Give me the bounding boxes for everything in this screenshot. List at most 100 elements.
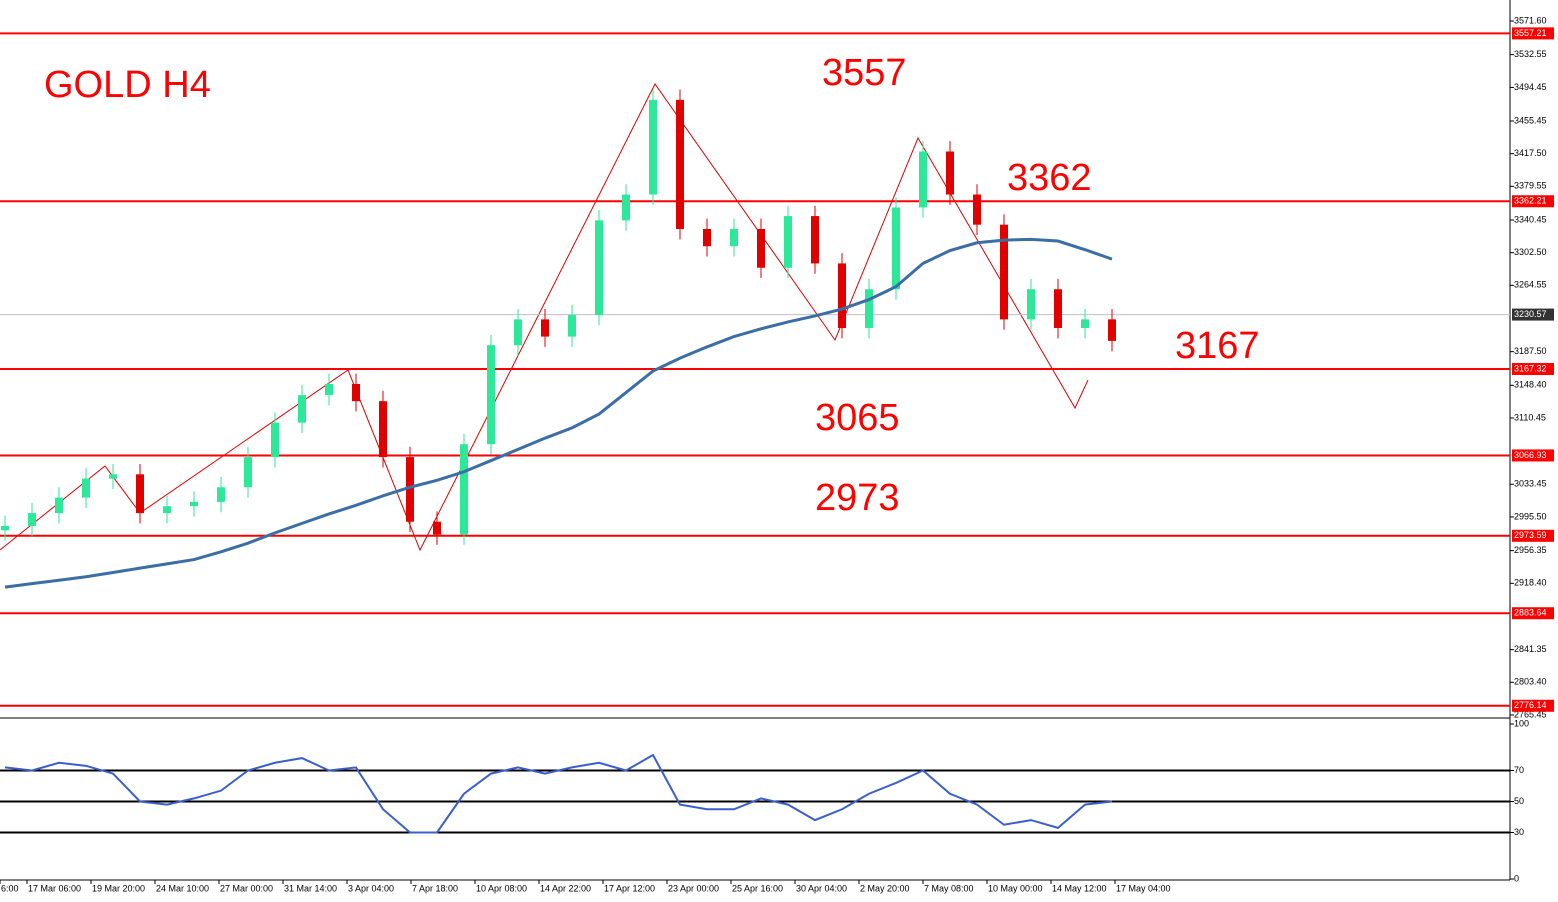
candle-body xyxy=(244,457,252,488)
candle-body xyxy=(325,383,333,396)
y-tick-label: 2995.50 xyxy=(1514,511,1547,521)
candle-body xyxy=(865,289,873,328)
x-tick-label: 7 Apr 18:00 xyxy=(412,883,458,893)
candle-body xyxy=(28,513,36,526)
candle-body xyxy=(703,228,711,247)
x-tick-label: 17 Apr 12:00 xyxy=(604,883,655,893)
candle-body xyxy=(1081,319,1089,328)
candle-body xyxy=(514,319,522,346)
x-tick-label: 10 Apr 08:00 xyxy=(476,883,527,893)
y-tick-label: 3033.45 xyxy=(1514,479,1547,489)
chart-title: GOLD H4 xyxy=(44,64,211,106)
x-tick-label: 2 May 20:00 xyxy=(860,883,910,893)
candle-body xyxy=(55,497,63,514)
y-tick-label: 3455.45 xyxy=(1514,115,1547,125)
x-tick-label: 10 May 00:00 xyxy=(988,883,1043,893)
y-tick-label: 3379.55 xyxy=(1514,181,1547,191)
level-label: 3362.21 xyxy=(1514,196,1547,206)
candle-body xyxy=(406,457,414,522)
candle-body xyxy=(163,506,171,514)
rsi-tick-label: 50 xyxy=(1514,796,1524,806)
x-tick-label: 27 Mar 00:00 xyxy=(220,883,273,893)
x-tick-label: 31 Mar 14:00 xyxy=(284,883,337,893)
candle-body xyxy=(298,395,306,423)
candle-body xyxy=(541,319,549,337)
candle-body xyxy=(946,151,954,195)
candle-body xyxy=(919,151,927,208)
y-tick-label: 2956.35 xyxy=(1514,545,1547,555)
candle-body xyxy=(82,478,90,498)
y-tick-label: 3571.60 xyxy=(1514,15,1547,25)
y-tick-label: 3340.45 xyxy=(1514,214,1547,224)
x-tick-label: 30 Apr 04:00 xyxy=(796,883,847,893)
level-label-box xyxy=(1512,699,1554,712)
y-tick-label: 3110.45 xyxy=(1514,412,1546,422)
x-tick-label: 6:00 xyxy=(1,883,19,893)
rsi-line xyxy=(4,753,1113,834)
y-tick-label: 3264.55 xyxy=(1514,280,1547,290)
level-label: 2776.14 xyxy=(1514,700,1547,710)
x-tick-label: 24 Mar 10:00 xyxy=(156,883,209,893)
x-tick-label: 14 May 12:00 xyxy=(1052,883,1107,893)
rsi-tick-label: 0 xyxy=(1514,873,1519,883)
level-label: 3557.21 xyxy=(1514,28,1547,38)
y-tick-label: 3302.50 xyxy=(1514,247,1547,257)
candle-body xyxy=(1054,289,1062,328)
y-tick-label: 3494.45 xyxy=(1514,82,1547,92)
rsi-tick-label: 30 xyxy=(1514,827,1524,837)
candle-body xyxy=(784,216,792,268)
y-tick-label: 2841.35 xyxy=(1514,644,1547,654)
candle-body xyxy=(595,220,603,316)
candle-body xyxy=(757,228,765,268)
level-label-box xyxy=(1512,449,1554,462)
candle-body xyxy=(973,194,981,225)
level-label-box xyxy=(1512,607,1554,620)
candle-body xyxy=(136,474,144,514)
candle-body xyxy=(379,401,387,458)
rsi-tick-label: 100 xyxy=(1514,718,1529,728)
current-price-box xyxy=(1512,308,1554,321)
annotation: 2973 xyxy=(815,477,900,519)
candle-body xyxy=(352,383,360,402)
candle-body xyxy=(811,216,819,264)
candle-body xyxy=(1027,289,1035,320)
candle-body xyxy=(271,422,279,458)
y-tick-label: 3187.50 xyxy=(1514,346,1547,356)
level-label-box xyxy=(1512,195,1554,208)
y-tick-label: 3417.50 xyxy=(1514,148,1547,158)
x-tick-label: 7 May 08:00 xyxy=(924,883,974,893)
candle-body xyxy=(109,474,117,479)
x-tick-label: 19 Mar 20:00 xyxy=(92,883,145,893)
annotation: 3557 xyxy=(822,52,907,94)
candle-body xyxy=(730,228,738,247)
y-tick-label: 2765.45 xyxy=(1514,709,1547,719)
annotation: 3167 xyxy=(1175,325,1260,367)
candle-body xyxy=(838,263,846,328)
candle-body xyxy=(190,501,198,507)
x-tick-label: 14 Apr 22:00 xyxy=(540,883,591,893)
level-label: 2883.64 xyxy=(1514,608,1547,618)
moving-average xyxy=(4,237,1113,589)
annotation: 3362 xyxy=(1007,157,1092,199)
rsi-tick-label: 70 xyxy=(1514,765,1524,775)
current-price-label: 3230.57 xyxy=(1514,309,1547,319)
y-tick-label: 2918.40 xyxy=(1514,578,1547,588)
level-label: 3066.93 xyxy=(1514,450,1547,460)
level-label-box xyxy=(1512,27,1554,40)
candle-body xyxy=(217,487,225,502)
y-tick-label: 3532.55 xyxy=(1514,49,1547,59)
zigzag xyxy=(0,83,1089,552)
candle-body xyxy=(649,99,657,195)
candle-body xyxy=(1000,224,1008,320)
annotation: 3065 xyxy=(815,397,900,439)
candle-body xyxy=(568,315,576,337)
x-tick-label: 23 Apr 00:00 xyxy=(668,883,719,893)
x-tick-label: 3 Apr 04:00 xyxy=(348,883,394,893)
candle-body xyxy=(487,345,495,445)
level-label: 2973.59 xyxy=(1514,530,1547,540)
candle-body xyxy=(460,444,468,535)
y-tick-label: 2803.40 xyxy=(1514,677,1547,687)
y-tick-label: 3148.40 xyxy=(1514,380,1547,390)
